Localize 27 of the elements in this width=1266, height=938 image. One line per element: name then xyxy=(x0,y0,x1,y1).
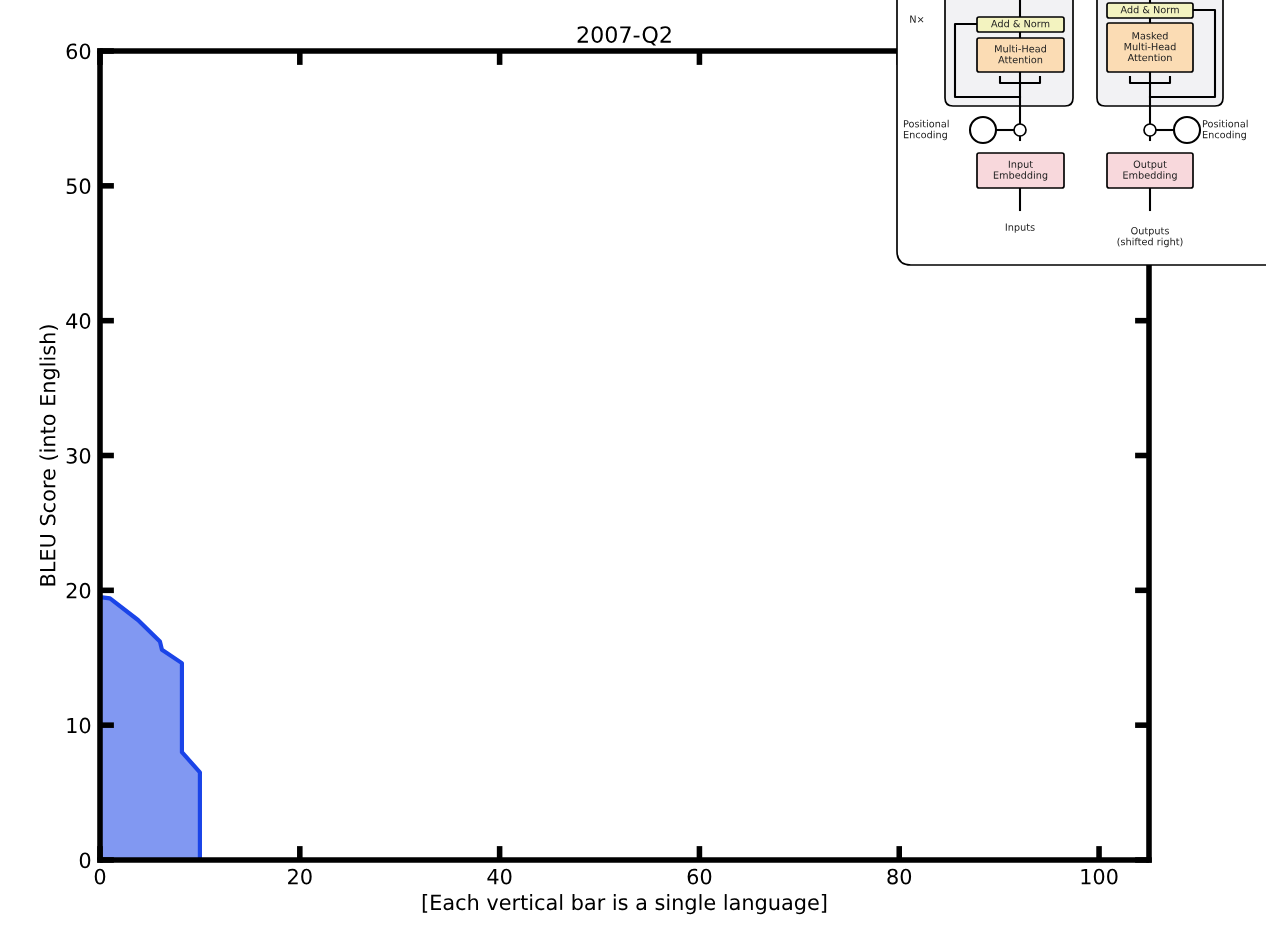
x-tick-label: 80 xyxy=(887,868,912,885)
y-tick-label: 50 xyxy=(66,178,91,195)
x-tick-label: 40 xyxy=(487,868,512,885)
annotation: Inputs xyxy=(1005,223,1035,233)
annotation: Masked Multi-Head Attention xyxy=(1124,31,1176,62)
annotation: Output Embedding xyxy=(1123,160,1177,181)
y-axis-title: BLEU Score (into English) xyxy=(39,325,60,586)
y-tick-label: 40 xyxy=(66,313,91,329)
y-tick-label: 60 xyxy=(66,43,91,60)
x-tick-label: 100 xyxy=(1081,868,1118,885)
y-tick-label: 30 xyxy=(66,447,91,464)
chart-title: 2007-Q2 xyxy=(577,26,671,46)
x-axis-title: [Each vertical bar is a single language] xyxy=(422,894,827,915)
x-tick-label: 60 xyxy=(687,868,712,885)
x-tick-label: 20 xyxy=(288,868,312,885)
text: N× xyxy=(910,15,924,23)
text: Positional Encoding xyxy=(1202,119,1248,141)
text: Add & Norm xyxy=(1120,5,1179,14)
text: Add & Norm xyxy=(991,19,1050,28)
y-tick-label: 0 xyxy=(79,852,91,869)
annotation: Outputs (shifted right) xyxy=(1117,227,1183,248)
annotation: Multi-Head Attention xyxy=(995,44,1046,64)
x-tick-label: 0 xyxy=(94,868,106,885)
y-tick-label: 10 xyxy=(67,717,91,734)
annotation: Positional Encoding xyxy=(903,119,949,141)
annotation: Input Embedding xyxy=(993,160,1048,181)
y-tick-label: 20 xyxy=(66,582,91,599)
